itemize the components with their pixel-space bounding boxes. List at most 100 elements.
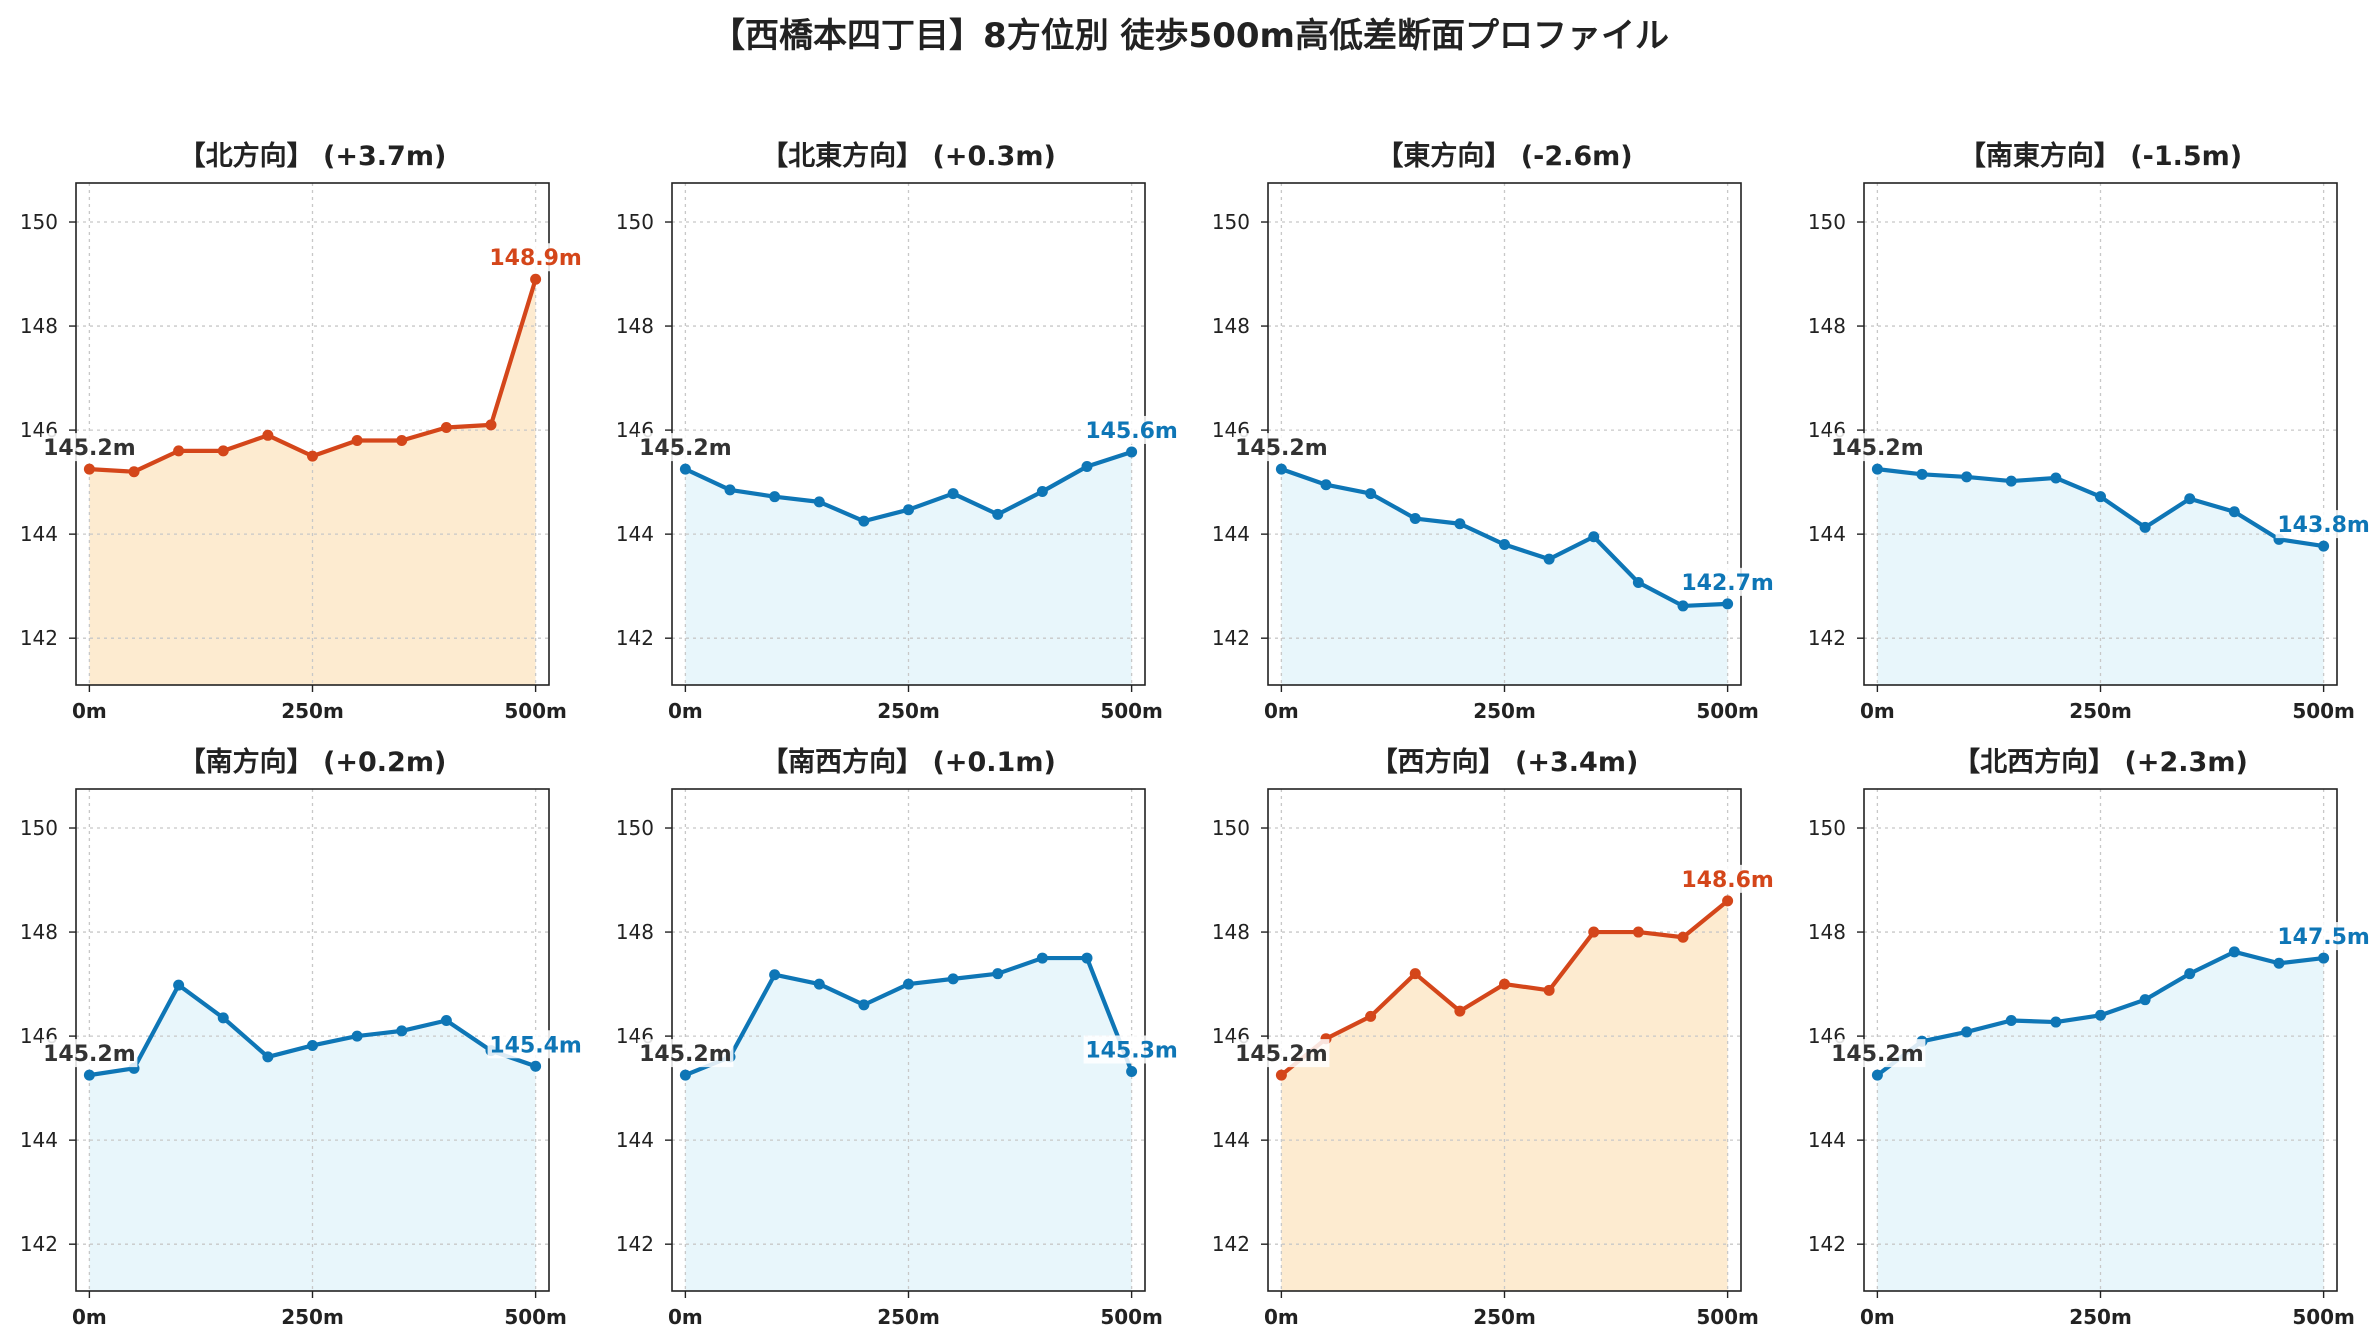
start-label: 145.2m [43, 1042, 136, 1067]
x-tick-label: 500m [504, 1305, 567, 1329]
end-label: 145.6m [1085, 419, 1178, 444]
x-tick-label: 0m [1860, 1305, 1895, 1329]
data-point [992, 508, 1004, 520]
start-label-bg [1233, 1039, 1330, 1068]
subplot-title: 【東方向】 (-2.6m) [1376, 140, 1632, 172]
y-tick-label: 148 [1212, 920, 1250, 944]
x-tick-label: 250m [877, 699, 940, 723]
data-point [1454, 518, 1466, 530]
data-point [173, 445, 185, 457]
data-point [1588, 531, 1600, 543]
start-label-bg [637, 1039, 734, 1068]
data-point [2228, 946, 2240, 958]
y-tick-label: 144 [616, 522, 654, 546]
x-tick-label: 500m [1100, 699, 1163, 723]
data-point [440, 421, 452, 433]
data-point [1454, 1005, 1466, 1017]
x-tick-label: 250m [281, 1305, 344, 1329]
data-point [1722, 598, 1734, 610]
data-point [1036, 952, 1048, 964]
subplot-title: 【北方向】 (+3.7m) [179, 140, 447, 172]
y-tick-label: 150 [1808, 816, 1846, 840]
data-point [1632, 926, 1644, 938]
data-point [2318, 952, 2330, 964]
subplot-title: 【北東方向】 (+0.3m) [761, 140, 1056, 172]
start-label-bg [1233, 433, 1330, 462]
x-tick-label: 0m [1264, 1305, 1299, 1329]
y-tick-label: 150 [1212, 816, 1250, 840]
y-tick-label: 150 [616, 816, 654, 840]
data-point [1409, 513, 1421, 525]
data-point [2184, 493, 2196, 505]
end-label: 147.5m [2277, 925, 2370, 950]
data-point [1588, 926, 1600, 938]
subplot-title: 【北西方向】 (+2.3m) [1953, 746, 2248, 778]
y-tick-label: 150 [20, 816, 58, 840]
area-fill [89, 279, 536, 685]
x-tick-label: 250m [877, 1305, 940, 1329]
x-tick-label: 0m [1264, 699, 1299, 723]
y-tick-label: 148 [1212, 314, 1250, 338]
y-tick-label: 144 [20, 1128, 58, 1152]
start-label: 145.2m [639, 1042, 732, 1067]
y-tick-label: 150 [1808, 210, 1846, 234]
data-point [2095, 1009, 2106, 1021]
end-label-bg [487, 1030, 584, 1059]
y-tick-label: 144 [616, 1128, 654, 1152]
data-point [2050, 472, 2062, 484]
data-point [1365, 1010, 1377, 1022]
data-point [1365, 488, 1377, 500]
data-point [1081, 952, 1093, 964]
y-tick-label: 142 [1808, 626, 1846, 650]
data-point [1916, 468, 1928, 480]
end-label-bg [1083, 415, 1180, 444]
area-fill [685, 958, 1132, 1291]
data-point [83, 1069, 95, 1081]
data-point [1871, 463, 1883, 475]
start-label: 145.2m [1831, 1042, 1924, 1067]
end-label-bg [2275, 510, 2372, 539]
data-point [1081, 461, 1093, 473]
data-point [307, 450, 318, 462]
subplot-title: 【南方向】 (+0.2m) [179, 746, 447, 778]
data-point [1499, 978, 1510, 990]
data-point [769, 491, 781, 503]
end-label-bg [1679, 567, 1776, 596]
data-point [396, 435, 408, 447]
data-point [217, 445, 229, 457]
y-tick-label: 148 [20, 314, 58, 338]
x-tick-label: 250m [1473, 1305, 1536, 1329]
area-fill [1877, 951, 2324, 1291]
data-point [2005, 475, 2017, 487]
data-point [947, 973, 959, 985]
start-label: 145.2m [1831, 436, 1924, 461]
data-point [1961, 471, 1973, 483]
start-label: 145.2m [1235, 436, 1328, 461]
y-tick-label: 144 [20, 522, 58, 546]
x-tick-label: 250m [2069, 1305, 2132, 1329]
x-tick-label: 500m [2292, 699, 2355, 723]
x-tick-label: 250m [2069, 699, 2132, 723]
data-point [679, 463, 691, 475]
data-point [1275, 463, 1287, 475]
y-tick-label: 150 [1212, 210, 1250, 234]
start-label-bg [41, 1039, 138, 1068]
data-point [217, 1012, 229, 1024]
data-point [1499, 539, 1510, 551]
data-point [1677, 931, 1689, 943]
area-fill [89, 985, 536, 1291]
end-label: 148.9m [489, 246, 582, 271]
data-point [1320, 479, 1332, 491]
area-fill [1281, 900, 1728, 1291]
y-tick-label: 142 [1212, 1232, 1250, 1256]
end-label-bg [1679, 864, 1776, 893]
data-point [83, 463, 95, 475]
y-tick-label: 144 [1212, 522, 1250, 546]
